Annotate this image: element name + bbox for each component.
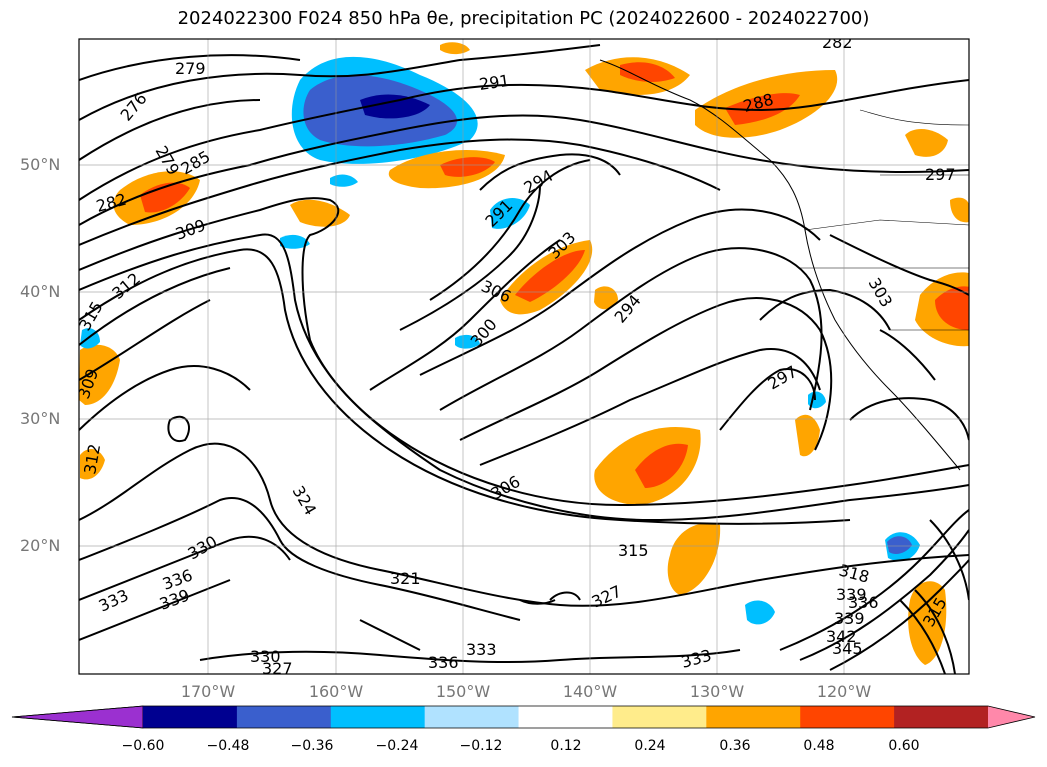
contour-label: 342 bbox=[826, 627, 857, 646]
lat-label: 30°N bbox=[20, 409, 61, 428]
gridlines bbox=[79, 39, 969, 674]
contour-label: 339 bbox=[836, 585, 867, 604]
contour-label: 315 bbox=[618, 541, 649, 560]
colorbar-swatch bbox=[612, 706, 707, 728]
colorbar-swatch bbox=[894, 706, 989, 728]
lon-label: 130°W bbox=[689, 682, 745, 701]
map-plot-area: 279 276 279 285 282 291 294 297 288 282 … bbox=[79, 33, 969, 678]
colorbar-tick-label: −0.60 bbox=[121, 738, 165, 754]
contour-label: 297 bbox=[925, 165, 956, 184]
colorbar-swatch bbox=[143, 706, 238, 728]
contour-label: 336 bbox=[428, 653, 459, 672]
lon-label: 150°W bbox=[435, 682, 491, 701]
colorbar-tick-label: 0.12 bbox=[550, 738, 582, 754]
contour-label: 327 bbox=[262, 659, 293, 678]
colorbar-tick-label: 0.24 bbox=[634, 738, 666, 754]
lon-label: 140°W bbox=[562, 682, 618, 701]
colorbar-tick-label: 0.36 bbox=[719, 738, 751, 754]
colorbar-swatch bbox=[706, 706, 801, 728]
colorbar-extend-max bbox=[988, 706, 1035, 728]
contour-label: 279 bbox=[175, 59, 206, 78]
colorbar-tick-label: −0.12 bbox=[459, 738, 503, 754]
colorbar-tick-label: 0.60 bbox=[888, 738, 920, 754]
colorbar-tick-label: −0.36 bbox=[290, 738, 334, 754]
colorbar-swatch bbox=[330, 706, 426, 728]
contour-label: 345 bbox=[832, 639, 863, 658]
colorbar-swatch bbox=[424, 706, 520, 728]
coastlines bbox=[599, 59, 969, 471]
colorbar-tick-label: −0.24 bbox=[375, 738, 419, 754]
lat-label: 20°N bbox=[20, 536, 61, 555]
colorbar-tick-label: 0.48 bbox=[803, 738, 835, 754]
contour-label: 336 bbox=[848, 593, 879, 612]
contour-label: 321 bbox=[390, 569, 421, 588]
map-title: 2024022300 F024 850 hPa θe, precipitatio… bbox=[177, 8, 870, 29]
contour-label: 291 bbox=[478, 71, 511, 94]
colorbar-tick-label: −0.48 bbox=[206, 738, 250, 754]
theta-e-contours bbox=[79, 44, 969, 674]
lon-label: 160°W bbox=[308, 682, 364, 701]
plot-frame bbox=[78, 38, 970, 675]
lon-label: 170°W bbox=[180, 682, 236, 701]
lat-label: 40°N bbox=[20, 282, 61, 301]
lat-label: 50°N bbox=[20, 155, 61, 174]
colorbar bbox=[11, 705, 1036, 729]
colorbar-outline bbox=[11, 705, 1036, 729]
lon-label: 120°W bbox=[816, 682, 872, 701]
contour-label: 282 bbox=[822, 33, 853, 52]
contour-label: 330 bbox=[250, 647, 281, 666]
contour-label: 339 bbox=[834, 609, 865, 628]
colorbar-swatch bbox=[236, 706, 332, 728]
contour-label: 333 bbox=[466, 640, 497, 659]
colorbar-swatch bbox=[518, 706, 613, 728]
colorbar-extend-min bbox=[11, 705, 144, 729]
colorbar-swatch bbox=[800, 706, 895, 728]
